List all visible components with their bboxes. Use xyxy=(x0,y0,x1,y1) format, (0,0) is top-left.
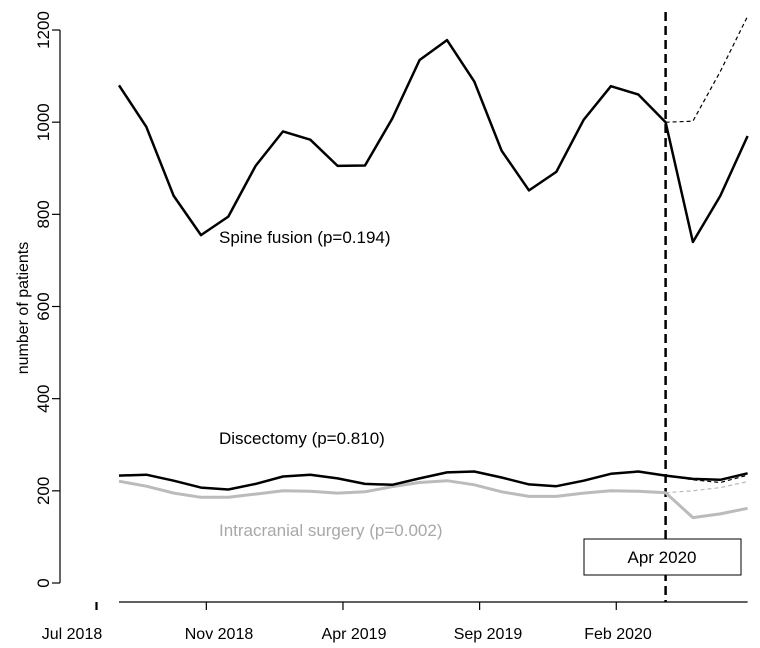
series-line xyxy=(118,479,748,520)
series-label: Discectomy (p=0.810) xyxy=(219,429,385,448)
x-tick-label: Jul 2018 xyxy=(42,626,103,643)
counterfactual-line xyxy=(665,481,748,494)
series-label: Spine fusion (p=0.194) xyxy=(219,228,391,247)
counterfactual-line xyxy=(665,15,749,123)
cutoff-label-box xyxy=(583,538,742,576)
y-tick-label: 600 xyxy=(34,292,53,320)
series-label: Intracranial surgery (p=0.002) xyxy=(219,521,442,540)
y-tick-label: 800 xyxy=(34,200,53,228)
series-line xyxy=(117,38,749,244)
series-line xyxy=(118,470,748,491)
cutoff-label: Apr 2020 xyxy=(628,548,697,567)
cutoff-marker: Apr 2020 xyxy=(583,12,742,602)
x-tick-label: Feb 2020 xyxy=(584,626,652,643)
y-tick-label: 0 xyxy=(34,578,53,587)
x-tick-label: Sep 2019 xyxy=(454,626,523,643)
y-tick-label: 400 xyxy=(34,384,53,412)
axes: 0 200 400 600 800 1000 1200 Jul 2018 Nov 2018 Apr… xyxy=(34,11,748,643)
x-tick-label: Apr 2019 xyxy=(322,626,387,643)
y-tick-label: 200 xyxy=(34,477,53,505)
y-tick-label: 1000 xyxy=(34,103,53,141)
y-tick-label: 1200 xyxy=(34,11,53,49)
x-tick-label: Nov 2018 xyxy=(185,626,254,643)
series-labels: Spine fusion (p=0.194) Discectomy (p=0.81… xyxy=(219,228,442,540)
y-axis-label: number of patients xyxy=(15,242,32,375)
series-group xyxy=(117,15,749,520)
